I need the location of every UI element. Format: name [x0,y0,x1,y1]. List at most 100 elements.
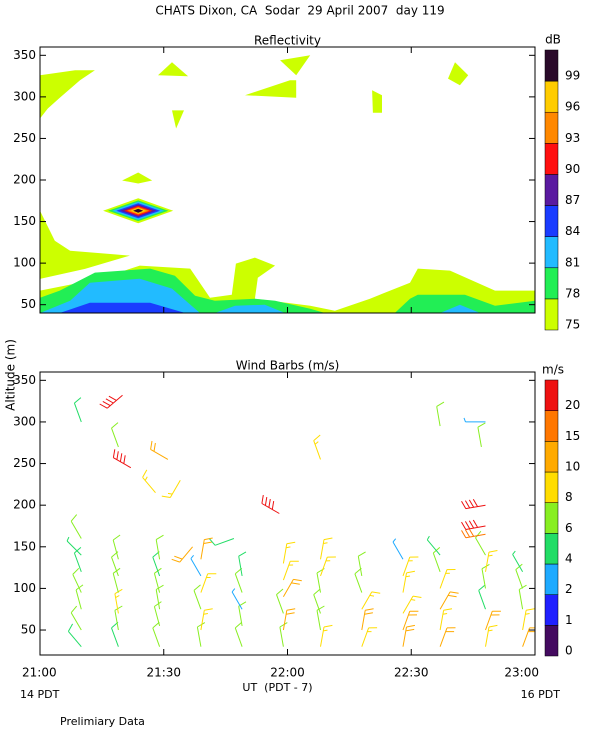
y-tick-label: 100 [13,581,36,595]
wind-barb [276,588,284,614]
colorbar-segment [544,205,559,237]
wind-barb [320,556,336,577]
wind-barb [66,536,82,556]
wind-barb [200,537,213,560]
y-tick-label: 250 [13,131,36,145]
wind-barb [72,567,82,593]
colorbar-segment [544,441,559,473]
colorbar-segment [544,625,559,657]
wind-barb [477,422,486,447]
wind-barb [75,584,84,610]
colorbar-tick-label: 96 [565,100,580,114]
colorbar-segment [544,594,559,626]
note: Prelimiary Data [60,715,145,728]
wind-barb [193,584,202,610]
x-axis-label: UT (PDT - 7) [242,681,312,694]
colorbar-segment [544,174,559,206]
wind-barb [461,528,486,539]
colorbar-tick-label: 75 [565,318,580,332]
y-tick-label: 250 [13,456,36,470]
contour-region [158,62,189,77]
colorbar-label: dB [545,33,561,47]
wind-barb [282,578,302,597]
colorbar-segment [544,298,559,331]
colorbar-tick-label: 84 [565,224,580,238]
wind-barb [73,547,82,572]
wind-barb [142,469,156,494]
wind-barb [231,588,243,610]
wind-barb [279,622,288,647]
colorbar-segment [544,471,559,503]
wind-barb [313,588,321,614]
wind-barb [200,608,213,631]
wind-barb [357,551,366,576]
x-axis-label-right: 16 PDT [521,688,561,701]
wind-barb [439,591,459,610]
y-axis-label: Altitude (m) [4,339,18,411]
colorbar-tick-label: 6 [565,521,573,535]
wind-barb [426,535,441,556]
wind-barb [361,608,374,631]
y-tick-label: 100 [13,256,36,270]
colorbar-segment [544,533,559,565]
colorbar-segment [544,267,559,300]
wind-barb [67,623,82,648]
wind-barb [282,560,299,581]
panel-title: Reflectivity [254,34,321,48]
wind-barb [402,610,419,631]
wind-barb [161,479,181,498]
colorbar-tick-label: 81 [565,255,580,269]
wind-barb [209,538,235,546]
colorbar-segment [544,563,559,595]
wind-barb [481,563,490,589]
colorbar-segment [544,49,559,82]
contour-region [122,172,153,184]
x-tick-label: 22:30 [394,666,429,680]
contour-region [280,55,311,76]
colorbar-segment [544,502,559,534]
colorbar-tick-label: 93 [565,131,580,145]
y-tick-label: 350 [13,373,36,387]
wind-barb [73,397,82,423]
plot-frame [39,371,536,656]
wind-barb [478,584,486,610]
wind-barb [282,608,296,631]
wind-barb [402,624,415,647]
wind-barb [261,495,280,514]
wind-barb [392,538,404,560]
y-tick-label: 150 [13,214,36,228]
wind-barb [111,422,119,448]
wind-barb [190,554,202,577]
colorbar-tick-label: 87 [565,193,580,207]
wind-barb [475,530,486,556]
wind-barb [155,534,164,560]
colorbar-tick-label: 10 [565,460,580,474]
colorbar-segment [544,379,559,411]
y-tick-label: 150 [13,539,36,553]
contour-region [172,110,184,129]
contour-region [448,62,469,86]
wind-barb [439,627,456,647]
colorbar-tick-label: 0 [565,644,573,658]
contour-region [133,208,144,213]
wind-barb [439,569,456,589]
colorbar-tick-label: 15 [565,429,580,443]
colorbar-tick-label: 8 [565,490,573,504]
colorbar-segment [544,410,559,442]
contour-region [214,304,285,313]
wind-barb [361,591,381,610]
wind-barb [150,440,169,460]
wind-barb [196,622,206,647]
wind-barb [234,621,243,647]
wind-barb [316,605,325,631]
contour-region [40,70,95,119]
wind-barb [463,417,486,423]
wind-barb [320,624,333,647]
x-tick-label: 22:00 [270,666,305,680]
wind-barb [461,498,486,510]
contour-region [59,302,186,313]
wind-barb [112,449,132,469]
y-tick-label: 200 [13,173,36,187]
wind-barb [485,610,501,631]
wind-barb [485,550,498,572]
